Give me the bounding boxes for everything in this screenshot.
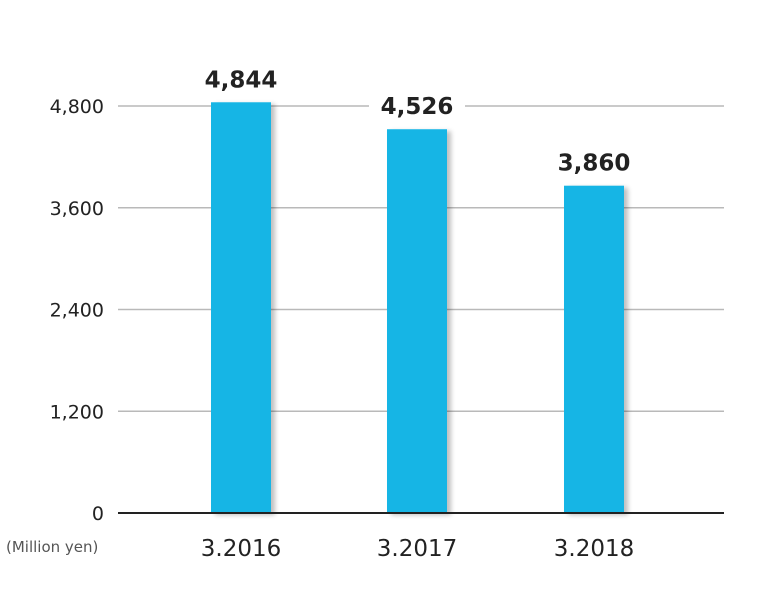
bars (211, 102, 624, 513)
x-category-label: 3.2018 (554, 536, 634, 562)
bar (387, 129, 447, 513)
x-category-label: 3.2016 (201, 536, 281, 562)
data-label-background (369, 90, 465, 123)
y-tick-label: 3,600 (50, 198, 104, 220)
labels: 0 1,200 2,400 3,600 4,800 4,844 3.2016 4,526 3.2… (6, 63, 642, 562)
x-category-label: 3.2017 (377, 536, 457, 562)
data-label: 4,844 (205, 67, 278, 93)
data-label-background (193, 63, 289, 96)
y-tick-label: 2,400 (50, 300, 104, 322)
bar (564, 185, 624, 513)
y-tick-label: 4,800 (50, 96, 104, 118)
unit-label: (Million yen) (6, 538, 98, 556)
data-label-background (546, 146, 642, 179)
y-tick-label: 1,200 (50, 401, 104, 423)
bar (211, 102, 271, 513)
data-label: 4,526 (381, 94, 454, 120)
data-label: 3,860 (558, 151, 631, 177)
y-tick-label: 0 (92, 503, 104, 525)
